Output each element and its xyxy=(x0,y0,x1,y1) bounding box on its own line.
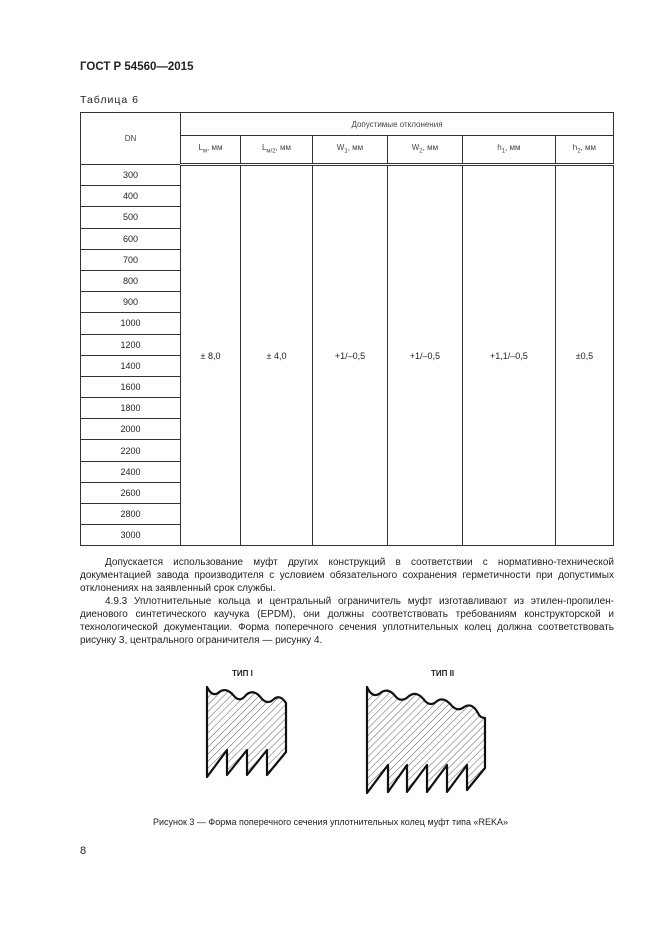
type2-seal-shape xyxy=(365,685,487,795)
paragraph: 4.9.3 Уплотнительные кольца и центральны… xyxy=(80,596,614,646)
col-unit: , мм xyxy=(422,142,439,152)
col-sub: 2 xyxy=(419,148,423,155)
body-text: Допускается использование муфт других ко… xyxy=(80,556,614,647)
column-header: W2, мм xyxy=(386,135,463,166)
column-header: W1, мм xyxy=(311,135,388,166)
col-symbol: L xyxy=(261,142,267,152)
table-row: 300 ± 8,0 ± 4,0 +1/–0,5 +1/–0,5 +1,1/–0,5 ±0,5 xyxy=(80,163,615,547)
table-row: 3000 xyxy=(80,524,614,547)
col-sub: 1 xyxy=(344,148,348,155)
col-symbol: h xyxy=(572,142,578,152)
col-sub: 1 xyxy=(501,148,506,155)
col-unit: , мм xyxy=(207,142,223,152)
tolerance-table: DN Допустимые отклонения Lм, мм Lм/2, мм W… xyxy=(80,112,615,547)
dn-header: DN xyxy=(80,112,181,165)
type2-label: ТИП II xyxy=(431,669,455,678)
column-header: Lм, мм xyxy=(180,135,241,166)
table-caption: Таблица 6 xyxy=(80,94,139,106)
paragraph: Допускается использование муфт других ко… xyxy=(80,557,614,594)
dn-cell: 3000 xyxy=(80,524,181,547)
col-unit: , мм xyxy=(505,142,521,152)
tolerance-cell: ±0,5 xyxy=(554,163,615,547)
document-header: ГОСТ Р 54560—2015 xyxy=(80,61,194,73)
tolerance-cell: +1/–0,5 xyxy=(311,163,388,547)
col-sub: м/2 xyxy=(266,148,276,155)
col-sub: 2 xyxy=(577,148,581,155)
figure-caption: Рисунок 3 — Форма поперечного сечения уп… xyxy=(152,817,509,827)
tolerance-cell: ± 4,0 xyxy=(239,163,313,547)
col-symbol: W xyxy=(336,142,345,152)
col-unit: , мм xyxy=(580,142,597,152)
type1-seal-shape xyxy=(205,685,288,779)
group-header: Допустимые отклонения xyxy=(180,112,614,136)
col-symbol: h xyxy=(497,142,502,152)
tolerance-cell: +1,1/–0,5 xyxy=(461,163,556,547)
tolerance-cell: +1/–0,5 xyxy=(386,163,463,547)
col-unit: , мм xyxy=(347,142,364,152)
tolerance-cell: ± 8,0 xyxy=(180,163,241,547)
column-header: Lм/2, мм xyxy=(239,135,313,166)
col-unit: , мм xyxy=(275,142,291,152)
col-sub: м xyxy=(202,148,208,155)
column-header: h2, мм xyxy=(554,135,615,166)
type1-label: ТИП I xyxy=(232,669,253,678)
column-header: h1, мм xyxy=(461,135,556,166)
col-symbol: W xyxy=(411,142,420,152)
col-symbol: L xyxy=(198,142,203,152)
page-number: 8 xyxy=(80,845,87,857)
